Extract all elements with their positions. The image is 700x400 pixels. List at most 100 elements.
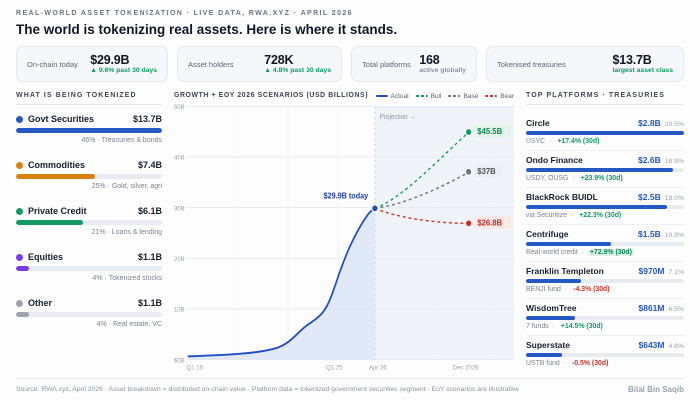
legend-item-bull: Bull — [415, 93, 441, 100]
platform-row-circle: Circle $2.8B 20.5% USYC · +17.4% (30d) — [526, 114, 684, 151]
solid-line-icon — [375, 95, 388, 97]
platform-name: WisdomTree — [526, 303, 577, 313]
base-label: $37B — [477, 166, 496, 175]
page-title: The world is tokenizing real assets. Her… — [16, 22, 398, 37]
asset-value: $13.7B — [132, 114, 162, 124]
category-dot-icon — [16, 161, 23, 169]
stat-value: $13.7B — [612, 52, 652, 67]
platform-value: $2.5B — [638, 192, 661, 202]
author-credit: Bilal Bin Saqib — [627, 385, 684, 394]
svg-text:$30B: $30B — [174, 205, 185, 212]
platform-share: 18.0% — [664, 195, 684, 202]
asset-bar — [16, 128, 162, 133]
svg-text:$10B: $10B — [174, 306, 185, 313]
svg-text:Q1 25: Q1 25 — [326, 364, 343, 371]
platform-value: $2.6B — [638, 155, 661, 165]
bear-label-pill — [474, 215, 512, 229]
legend-item-base: Base — [448, 93, 478, 100]
asset-row-private-credit: Private Credit $6.1B 21% · Loans & lendi… — [16, 206, 162, 236]
platform-value: $2.8B — [638, 118, 661, 128]
asset-value: $1.1B — [137, 252, 162, 262]
platform-share: 20.5% — [664, 121, 684, 128]
category-dot-icon — [16, 253, 23, 261]
stat-sub: largest asset class — [612, 67, 673, 75]
stat-sub: ▲ 4.8% past 30 days — [264, 67, 332, 75]
svg-text:$0B: $0B — [174, 357, 185, 364]
platform-name: Centrifuge — [526, 229, 569, 239]
platform-bar — [526, 131, 684, 135]
category-dot-icon — [16, 299, 23, 307]
stat-label: Asset holders — [188, 59, 234, 69]
stat-value: $29.9B — [90, 52, 130, 67]
svg-text:Q1 19: Q1 19 — [187, 364, 204, 371]
platform-name: Ondo Finance — [526, 155, 583, 165]
chart-legend: Actual Bull Base Bear — [375, 93, 514, 100]
y-axis-labels: $50B $40B $30B $20B $10B $0B — [174, 103, 185, 364]
platform-change: -4.3% (30d) — [573, 286, 610, 293]
platforms-panel-title: TOP PLATFORMS · TREASURIES — [526, 92, 684, 105]
eyebrow: REAL-WORLD ASSET TOKENIZATION · LIVE DAT… — [16, 10, 353, 17]
asset-row-equities: Equities $1.1B 4% · Tokenized stocks — [16, 252, 162, 282]
svg-text:$20B: $20B — [174, 255, 185, 262]
asset-bar — [16, 312, 162, 317]
stat-card-holders: Asset holders 728K ▲ 4.8% past 30 days — [177, 46, 343, 82]
stat-label: Total platforms — [362, 59, 411, 69]
top-platforms-panel: TOP PLATFORMS · TREASURIES Circle $2.8B … — [526, 92, 684, 372]
platform-detail: USDY, OUSG · +23.9% (30d) — [526, 175, 623, 182]
platform-share: 7.1% — [668, 269, 685, 276]
platform-detail: USTB fund · -0.5% (30d) — [526, 360, 609, 367]
platform-change: +14.5% (30d) — [560, 323, 603, 330]
asset-detail: 46% · Treasuries & bonds — [81, 137, 162, 144]
asset-row-commodities: Commodities $7.4B 25% · Gold, silver, ag… — [16, 160, 162, 190]
asset-bar — [16, 174, 162, 179]
platform-value: $1.5B — [638, 229, 661, 239]
asset-bar — [16, 220, 162, 225]
svg-text:Dec 2026: Dec 2026 — [453, 364, 479, 371]
footer: Source: RWA.xyz, April 2026 · Asset brea… — [16, 378, 684, 400]
x-axis-labels: Q1 19 Q1 25 Apr 26 Dec 2026 — [187, 364, 479, 371]
base-point — [465, 167, 473, 176]
platform-share: 18.9% — [664, 158, 684, 165]
stat-card-platforms: Total platforms 168 active globally — [351, 46, 478, 82]
stat-label: Tokenised treasuries — [497, 59, 566, 69]
growth-chart-panel: GROWTH + EOY 2026 SCENARIOS (USD BILLION… — [174, 92, 514, 372]
stat-label: On-chain today — [27, 59, 78, 69]
stat-value: 728K — [264, 52, 294, 67]
asset-detail: 25% · Gold, silver, agri — [91, 183, 162, 190]
bear-point — [465, 218, 473, 227]
platform-change: +23.9% (30d) — [580, 175, 623, 182]
bear-label: $26.8B — [477, 218, 502, 227]
asset-detail: 4% · Real estate, VC — [96, 321, 162, 328]
platform-bar — [526, 205, 684, 209]
stat-sub: active globally — [419, 67, 467, 75]
platform-bar — [526, 168, 684, 172]
bull-point — [465, 127, 473, 136]
svg-text:$40B: $40B — [174, 154, 185, 161]
asset-row-govt-securities: Govt Securities $13.7B 46% · Treasuries … — [16, 114, 162, 144]
dashed-line-icon — [448, 95, 461, 97]
platform-detail: Real-world credit · +72.9% (30d) — [526, 249, 634, 256]
asset-detail: 4% · Tokenized stocks — [92, 275, 162, 282]
platform-share: 10.9% — [664, 232, 684, 239]
asset-panel-title: WHAT IS BEING TOKENIZED — [16, 92, 162, 105]
svg-text:$50B: $50B — [174, 103, 185, 110]
platform-detail: USYC · +17.4% (30d) — [526, 138, 600, 145]
legend-item-bear: Bear — [485, 93, 514, 100]
platform-detail: via Securitize · +22.3% (30d) — [526, 212, 622, 219]
asset-detail: 21% · Loans & lending — [91, 229, 162, 236]
platform-bar — [526, 316, 684, 320]
platform-row-wisdomtree: WisdomTree $861M 6.5% 7 funds · +14.5% (30… — [526, 299, 684, 336]
asset-value: $1.1B — [137, 298, 162, 308]
asset-value: $7.4B — [137, 160, 162, 170]
platform-share: 4.8% — [668, 343, 685, 350]
platform-name: Franklin Templeton — [526, 266, 604, 276]
today-point — [371, 203, 379, 212]
base-label-pill — [474, 163, 503, 177]
svg-text:Apr 26: Apr 26 — [369, 364, 387, 371]
platform-row-superstate: Superstate $643M 4.8% USTB fund · -0.5% (3… — [526, 336, 684, 372]
dashed-line-icon — [415, 95, 428, 97]
projection-annotation: Projection → — [380, 113, 416, 120]
bear-line — [374, 207, 468, 224]
category-dot-icon — [16, 115, 23, 123]
asset-breakdown-panel: WHAT IS BEING TOKENIZED Govt Securities … — [16, 92, 162, 372]
